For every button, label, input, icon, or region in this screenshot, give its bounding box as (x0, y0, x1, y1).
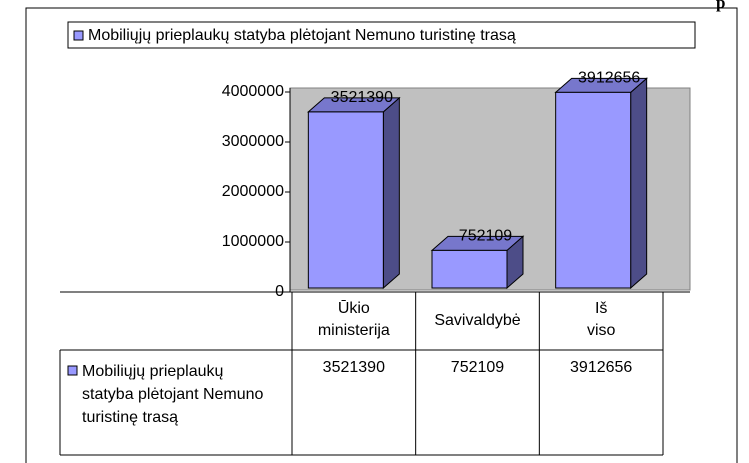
value-label: 3521390 (331, 89, 393, 106)
y-tick-label: 2000000 (222, 183, 284, 200)
value-label: 752109 (459, 228, 512, 245)
y-tick-label: 3000000 (222, 133, 284, 150)
table-value: 3912656 (570, 359, 632, 376)
frame (25, 7, 738, 463)
table-series-name-line: statyba plėtojant Nemuno (82, 386, 264, 403)
bar-front (555, 91, 632, 289)
x-tick-label: Ūkio ministerija (318, 299, 390, 339)
x-tick-label: Iš viso (587, 300, 616, 339)
table-series-name-line: turistinę trasą (82, 409, 178, 426)
value-label: 3912656 (578, 70, 640, 87)
y-tick-label: 4000000 (222, 83, 284, 100)
table-series-name: Mobiliųjų prieplaukų statyba plėtojant Ne… (82, 363, 264, 426)
bar (430, 235, 525, 290)
bar-side (382, 96, 400, 290)
x-tick-label-line: ministerija (318, 322, 390, 339)
table-value: 3521390 (323, 359, 385, 376)
legend-label: Mobiliųjų prieplaukų statyba plėtojant N… (88, 27, 516, 44)
legend-box (67, 21, 696, 49)
x-tick-label-line: Savivaldybė (434, 312, 520, 329)
bar-front (307, 111, 384, 289)
bar-side (630, 77, 648, 290)
table-series-name-line: Mobiliųjų prieplaukų (82, 363, 224, 380)
table-legend-key (67, 365, 78, 376)
table-value: 752109 (451, 359, 504, 376)
x-tick-label-line: viso (587, 322, 616, 339)
legend-key (73, 30, 84, 41)
y-tick-label: 1000000 (222, 233, 284, 250)
bar (554, 77, 648, 290)
bar-front (431, 249, 508, 289)
bar (307, 96, 401, 290)
header-fragment: p (716, 0, 725, 12)
x-tick-label-line: Ūkio (338, 299, 370, 317)
x-tick-label: Savivaldybė (434, 312, 520, 329)
x-tick-label-line: Iš (595, 300, 607, 317)
